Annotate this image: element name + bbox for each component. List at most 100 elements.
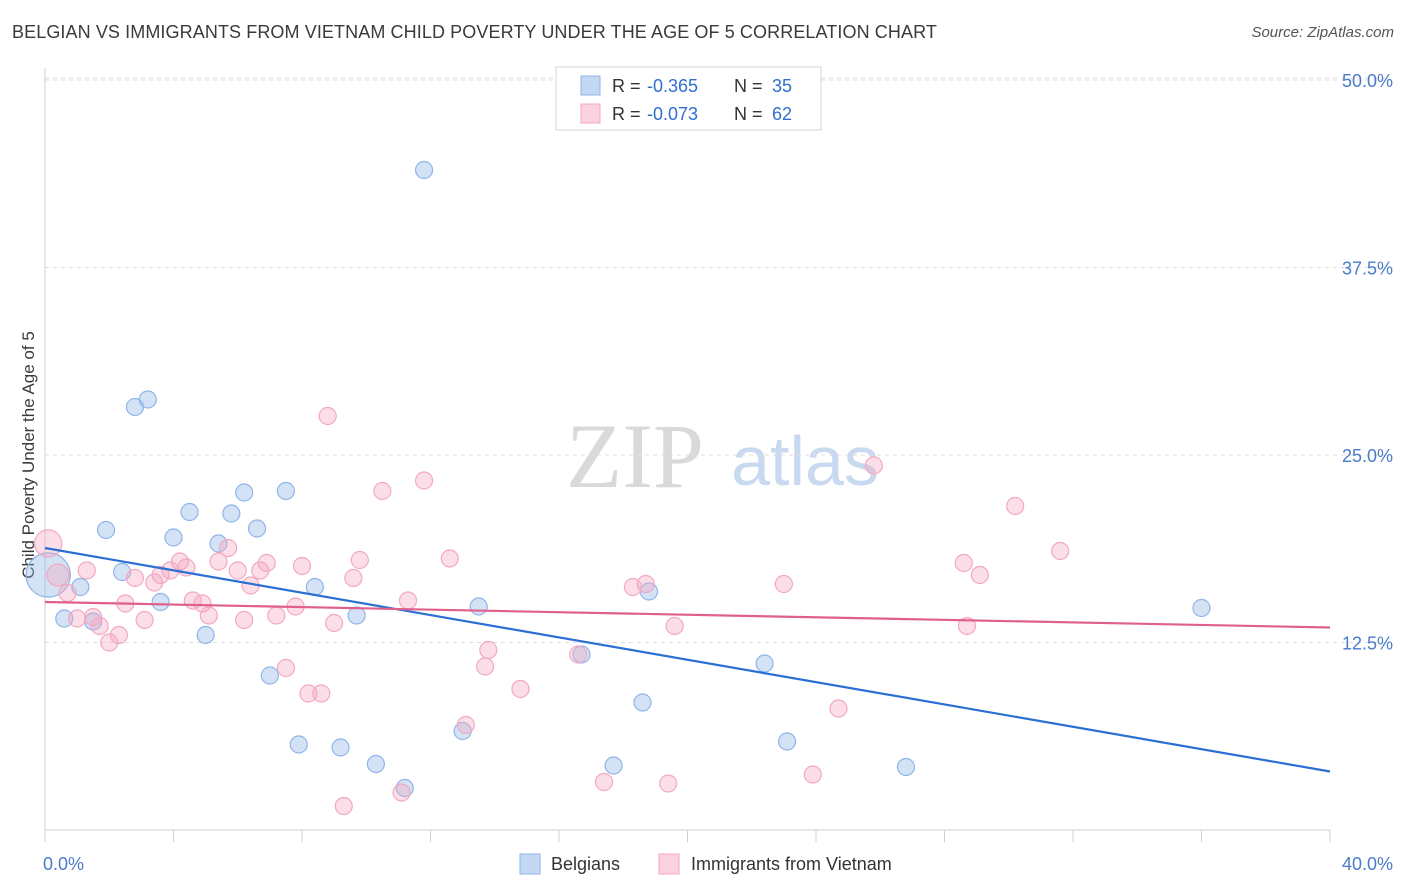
vietnam-point-20 [209, 552, 228, 571]
vietnam-point-1 [46, 563, 70, 587]
vietnam-point-58 [957, 616, 977, 636]
belgians-point-12 [209, 534, 228, 553]
watermark-zip: ZIP [566, 405, 704, 507]
vietnam-point-34 [325, 613, 344, 633]
vietnam-point-11 [135, 610, 154, 630]
vietnam-point-4 [77, 561, 96, 580]
belgians-point-10 [180, 502, 199, 522]
belgians-point-31 [755, 654, 774, 673]
legend-swatch-vietnam [658, 853, 680, 875]
vietnam-point-7 [100, 633, 119, 652]
vietnam-point-61 [1051, 541, 1070, 561]
stats-r-value-belgians: -0.365 [647, 76, 698, 96]
belgians-point-29 [633, 693, 652, 712]
vietnam-point-38 [373, 481, 392, 501]
vietnam-point-51 [659, 774, 678, 793]
stats-r-label-belgians: R = [612, 76, 641, 96]
belgians-point-9 [164, 528, 183, 547]
vietnam-point-56 [864, 456, 883, 475]
vietnam-point-2 [58, 583, 77, 603]
belgians-point-26 [469, 597, 488, 616]
vietnam-point-32 [312, 684, 331, 703]
series-legend: Belgians Immigrants from Vietnam [519, 853, 892, 875]
vietnam-trend-line [44, 600, 1331, 629]
vietnam-point-23 [235, 610, 254, 630]
y-tick-label-1: 25.0% [1342, 446, 1393, 466]
vietnam-point-13 [151, 565, 170, 585]
vietnam-point-21 [219, 538, 238, 558]
x-tick-label-min: 0.0% [43, 854, 84, 874]
x-tick-label-max: 40.0% [1342, 854, 1393, 874]
legend-swatch-belgians [519, 853, 541, 875]
vietnam-point-45 [476, 657, 495, 676]
legend-label-vietnam: Immigrants from Vietnam [691, 854, 892, 874]
stats-n-label-belgians: N = [734, 76, 763, 96]
vietnam-point-28 [276, 658, 296, 678]
y-axis-label: Child Poverty Under the Age of 5 [19, 331, 38, 579]
y-tick-label-2: 37.5% [1342, 259, 1393, 279]
vietnam-point-40 [398, 591, 418, 610]
belgians-point-28 [604, 756, 623, 775]
vietnam-point-27 [267, 606, 286, 625]
belgians-point-22 [366, 754, 385, 774]
belgians-point-16 [260, 666, 279, 685]
belgians-point-7 [138, 390, 157, 409]
vietnam-point-33 [318, 406, 337, 426]
belgians-point-14 [235, 483, 254, 502]
belgians-point-33 [896, 757, 916, 777]
belgians-point-21 [347, 606, 366, 625]
vietnam-point-37 [350, 550, 369, 570]
belgians-trend-line [44, 546, 1331, 773]
vietnam-point-35 [334, 796, 353, 816]
vietnam-point-55 [829, 699, 848, 718]
belgians-point-24 [414, 160, 434, 180]
stats-legend-swatch-belgians [580, 75, 601, 96]
vietnam-point-5 [84, 607, 103, 627]
stats-legend: R = -0.365 N = 35 R = -0.073 N = 62 [555, 66, 822, 131]
legend-label-belgians: Belgians [551, 854, 620, 874]
belgians-point-4 [96, 520, 116, 540]
vietnam-point-48 [594, 772, 614, 792]
belgians-point-20 [331, 738, 350, 757]
vietnam-point-22 [228, 561, 247, 580]
vietnam-point-8 [109, 625, 128, 645]
vietnam-point-42 [440, 549, 459, 568]
vietnam-point-54 [803, 765, 822, 784]
vietnam-point-12 [145, 573, 164, 592]
belgians-point-8 [151, 592, 170, 612]
gridlines [45, 77, 1390, 643]
vietnam-point-0 [34, 529, 63, 558]
stats-n-value-vietnam: 62 [772, 104, 792, 124]
vietnam-point-43 [456, 715, 475, 735]
vietnam-point-25 [251, 561, 270, 580]
vietnam-point-50 [636, 574, 655, 594]
chart-source: Source: ZipAtlas.com [1251, 24, 1394, 41]
x-ticks [44, 830, 1331, 842]
vietnam-point-60 [1006, 496, 1025, 516]
vietnam-point-6 [90, 616, 109, 636]
trend-lines [44, 546, 1331, 773]
belgians-point-13 [222, 504, 241, 523]
belgians-point-34 [1192, 598, 1211, 618]
belgians-point-32 [777, 732, 797, 751]
vietnam-points [34, 406, 1070, 816]
stats-r-label-vietnam: R = [612, 104, 641, 124]
vietnam-point-52 [665, 616, 684, 636]
vietnam-point-53 [774, 574, 793, 594]
vietnam-point-57 [954, 553, 973, 573]
vietnam-point-39 [392, 783, 411, 802]
vietnam-point-3 [68, 609, 87, 628]
vietnam-point-26 [257, 553, 276, 573]
watermark-atlas: atlas [731, 422, 879, 500]
stats-n-label-vietnam: N = [734, 104, 763, 124]
vietnam-point-10 [125, 568, 145, 588]
vietnam-point-46 [511, 679, 530, 699]
chart-title: BELGIAN VS IMMIGRANTS FROM VIETNAM CHILD… [12, 22, 937, 42]
vietnam-point-31 [299, 684, 318, 703]
vietnam-point-36 [344, 568, 363, 588]
vietnam-point-19 [199, 606, 218, 625]
vietnam-point-44 [479, 640, 498, 660]
vietnam-point-41 [414, 471, 434, 490]
